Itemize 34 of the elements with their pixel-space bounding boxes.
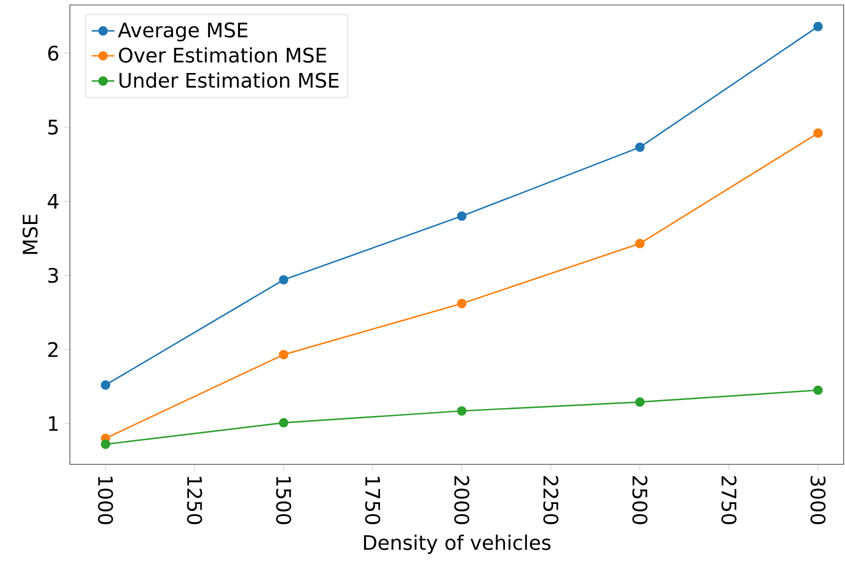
y-tick-label: 2	[48, 342, 58, 357]
point	[457, 406, 466, 416]
point	[100, 439, 110, 449]
x-tick-label: 3000	[810, 476, 826, 524]
y-tick-label: 6	[48, 46, 58, 61]
point	[278, 350, 288, 360]
point	[813, 22, 823, 32]
y-tick-label: 5	[48, 120, 58, 135]
point	[457, 211, 466, 221]
y-tick-label: 1	[48, 416, 58, 431]
x-axis-title: Density of vehicles	[364, 534, 550, 554]
legend-label: Under Estimation MSE	[120, 72, 339, 88]
y-tick-label: 4	[48, 194, 58, 209]
y-tick-label: 3	[48, 268, 58, 283]
point	[635, 142, 645, 152]
point	[278, 418, 288, 428]
x-tick-label: 2250	[543, 476, 558, 524]
point	[278, 275, 288, 284]
x-tick-label: 2500	[632, 476, 648, 524]
x-tick-label: 1500	[276, 476, 292, 524]
point	[813, 128, 823, 138]
legend-label: Over Estimation MSE	[118, 47, 326, 63]
point	[813, 385, 823, 395]
point	[635, 238, 645, 248]
x-tick-label: 2750	[721, 476, 737, 524]
x-tick-label: 1750	[365, 476, 380, 524]
point	[100, 380, 110, 390]
x-tick-label: 1000	[98, 476, 114, 524]
x-tick-label: 2000	[454, 476, 470, 524]
legend-label: Average MSE	[118, 22, 248, 42]
point	[635, 397, 645, 407]
y-axis-title: MSE	[22, 214, 38, 254]
x-tick-label: 1250	[187, 476, 202, 524]
point	[457, 298, 466, 308]
